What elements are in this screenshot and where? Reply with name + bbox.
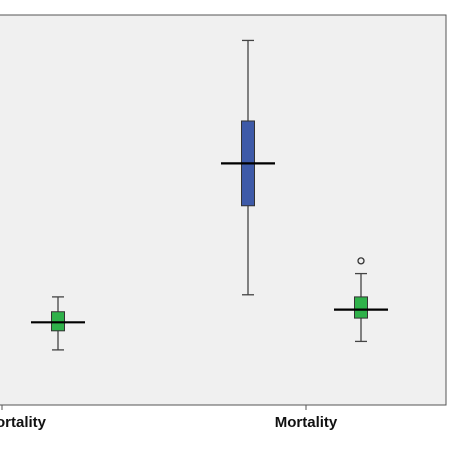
x-tick-label-2: Mortality — [275, 414, 338, 431]
plot-area — [0, 14, 447, 406]
box-g2-b2 — [354, 296, 368, 319]
x-axis-ticks — [1, 405, 307, 410]
x-tick-label-1: ortality — [0, 414, 47, 431]
boxes-layer — [31, 39, 388, 351]
outlier-g2-b2-1 — [357, 257, 365, 265]
